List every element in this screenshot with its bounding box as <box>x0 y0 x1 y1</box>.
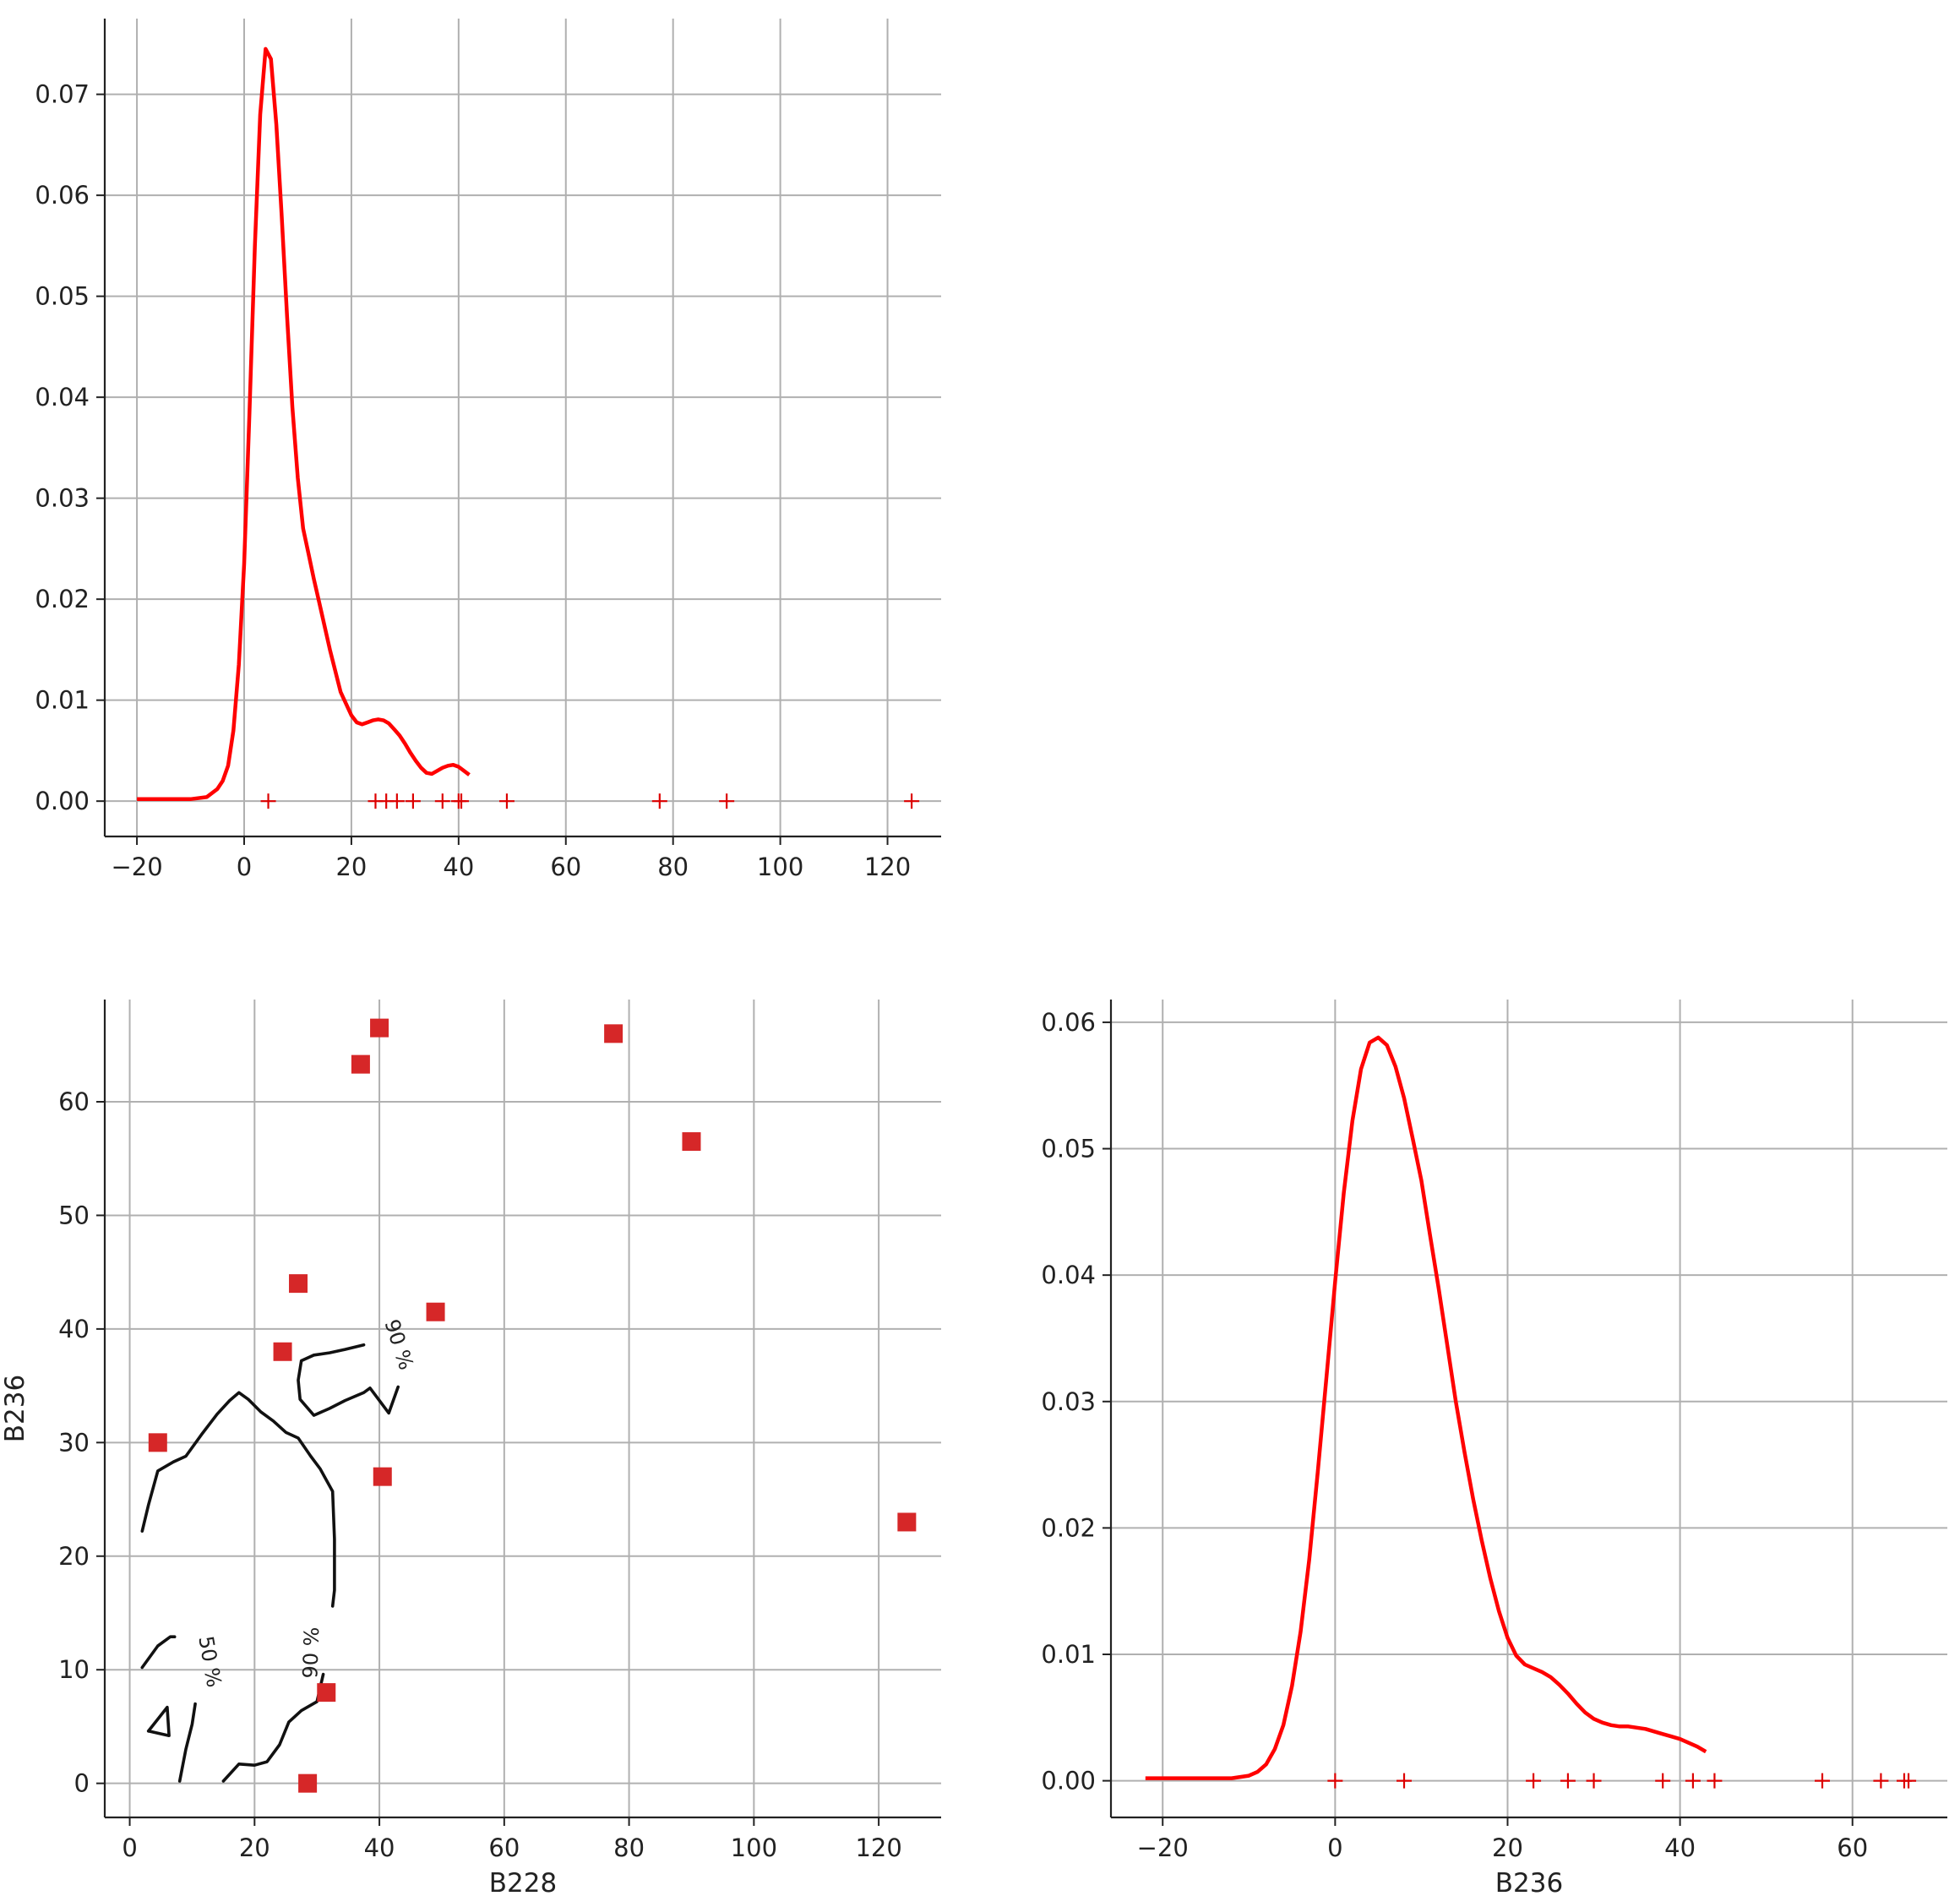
x-axis-title: B236 <box>1495 1868 1563 1896</box>
x-tick-label: 100 <box>757 853 803 881</box>
x-tick-label: 20 <box>335 853 367 881</box>
panel-kde-b228: −20 0 20 40 60 80 100 120 0.00 0.01 0.02 0.03 0.04 0.… <box>35 19 941 881</box>
x-tick-label: 60 <box>550 853 581 881</box>
y-axis-title: B236 <box>0 1375 30 1442</box>
kde-curve <box>1145 1035 1707 1780</box>
y-tick-label: 40 <box>58 1315 90 1343</box>
y-tick-label: 20 <box>58 1542 90 1571</box>
y-tick-label: 50 <box>58 1201 90 1229</box>
panel-scatter-b228-b236: 0 20 40 60 80 100 120 0 10 20 30 40 50 60 B228 B236 90 %… <box>0 1000 941 1896</box>
x-tick-label: 20 <box>239 1833 270 1862</box>
contour-label: 90 % <box>298 1626 324 1679</box>
y-tick-label: 0.05 <box>1041 1135 1096 1163</box>
x-tick-label: 0 <box>122 1833 137 1862</box>
contour-line <box>140 1391 336 1608</box>
y-tick-label: 10 <box>58 1655 90 1684</box>
y-tick-label: 30 <box>58 1428 90 1457</box>
rug-mark <box>405 793 421 809</box>
rug-mark <box>904 793 920 809</box>
contour-line <box>297 1343 400 1417</box>
rug-mark <box>651 793 667 809</box>
rug-mark <box>1873 1773 1889 1789</box>
y-tick-label: 0.06 <box>1041 1008 1096 1037</box>
x-tick-label: 80 <box>657 853 689 881</box>
scatter-point <box>273 1342 292 1361</box>
x-tick-label: 0 <box>1327 1833 1342 1862</box>
rug-mark <box>1815 1773 1831 1789</box>
scatter-point <box>682 1132 701 1152</box>
rug-mark <box>1560 1773 1576 1789</box>
rug-mark <box>1327 1773 1343 1789</box>
y-tick-label: 0.00 <box>35 787 90 815</box>
scatter-point <box>426 1302 445 1321</box>
scatter-point <box>370 1018 389 1038</box>
y-tick-label: 60 <box>58 1087 90 1116</box>
contour-line <box>140 1635 177 1670</box>
scatter-point <box>317 1683 336 1703</box>
scatter-point <box>289 1274 308 1294</box>
y-tick-label: 0.06 <box>35 181 90 210</box>
scatter-point <box>897 1512 917 1532</box>
x-tick-label: 120 <box>864 853 911 881</box>
x-tick-label: −20 <box>1137 1833 1189 1862</box>
y-tick-label: 0.07 <box>35 80 90 109</box>
x-tick-label: 0 <box>237 853 252 881</box>
y-tick-label: 0.03 <box>1041 1387 1096 1416</box>
rug-mark <box>1901 1773 1917 1789</box>
rug-mark <box>1396 1773 1413 1789</box>
y-tick-label: 0.01 <box>35 686 90 715</box>
x-tick-label: 40 <box>1664 1833 1696 1862</box>
x-tick-label: 60 <box>488 1833 520 1862</box>
x-tick-label: 60 <box>1837 1833 1868 1862</box>
rug-mark <box>1586 1773 1602 1789</box>
y-tick-label: 0 <box>74 1769 90 1798</box>
x-tick-label: 20 <box>1492 1833 1523 1862</box>
contour-line <box>146 1705 171 1737</box>
scatter-point <box>373 1467 392 1486</box>
scatter-point <box>148 1433 167 1452</box>
x-tick-label: 40 <box>364 1833 395 1862</box>
x-tick-label: −20 <box>111 853 162 881</box>
y-tick-label: 0.04 <box>35 383 90 411</box>
scatter-point <box>604 1024 623 1043</box>
x-tick-label: 80 <box>613 1833 645 1862</box>
y-tick-label: 0.03 <box>35 484 90 513</box>
x-axis-title: B228 <box>489 1868 557 1896</box>
rug-mark <box>1707 1773 1723 1789</box>
rug-mark <box>1685 1773 1701 1789</box>
contour-label: 50 % <box>193 1634 226 1689</box>
y-tick-label: 0.01 <box>1041 1640 1096 1669</box>
scatter-point <box>351 1054 370 1074</box>
rug-mark <box>719 793 735 809</box>
rug-mark <box>498 793 514 809</box>
contour-label: 90 % <box>379 1316 417 1373</box>
y-tick-label: 0.05 <box>35 282 90 311</box>
x-tick-label: 100 <box>731 1833 777 1862</box>
kde-curve <box>137 46 471 802</box>
contour-line <box>221 1672 325 1783</box>
y-tick-label: 0.04 <box>1041 1261 1096 1289</box>
contour-line <box>177 1702 197 1783</box>
rug-mark <box>389 793 405 809</box>
rug-mark <box>454 793 470 809</box>
x-tick-label: 40 <box>443 853 474 881</box>
rug-mark <box>1655 1773 1671 1789</box>
rug-mark <box>434 793 450 809</box>
y-tick-label: 0.02 <box>1041 1513 1096 1542</box>
y-tick-label: 0.02 <box>35 585 90 613</box>
scatter-point <box>298 1773 318 1793</box>
rug-mark <box>260 793 276 809</box>
panel-kde-b236: −20 0 20 40 60 0.00 0.01 0.02 0.03 0.04 0.05 0.06 B2… <box>1041 1000 1947 1896</box>
rug-mark <box>1526 1773 1542 1789</box>
x-tick-label: 120 <box>855 1833 901 1862</box>
y-tick-label: 0.00 <box>1041 1767 1096 1795</box>
